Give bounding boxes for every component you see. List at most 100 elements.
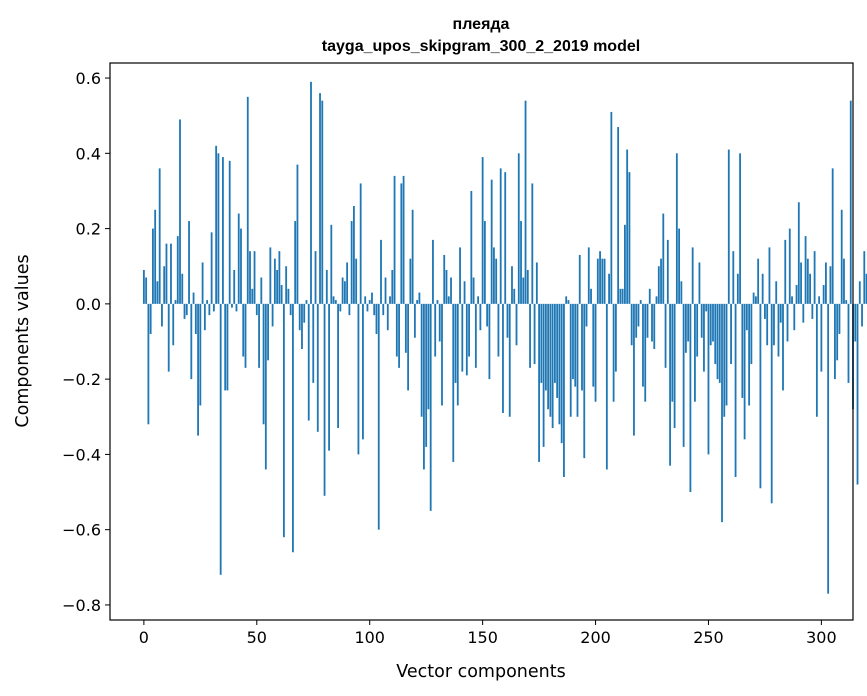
- bar: [233, 269, 236, 304]
- bar: [416, 300, 419, 304]
- bar: [348, 303, 351, 316]
- bar: [770, 303, 773, 504]
- bar: [188, 221, 190, 304]
- bar: [154, 209, 157, 304]
- bar: [675, 153, 678, 304]
- bar: [662, 213, 665, 304]
- bar: [386, 303, 389, 331]
- bar: [328, 303, 330, 451]
- bar: [574, 303, 577, 387]
- bar: [459, 247, 461, 304]
- bar: [432, 239, 434, 304]
- bar: [438, 303, 441, 342]
- bar: [298, 303, 301, 331]
- bar: [246, 96, 249, 304]
- bar: [558, 303, 561, 425]
- bar: [228, 160, 231, 304]
- bar: [843, 258, 845, 304]
- bar: [273, 258, 276, 304]
- bar: [741, 303, 744, 398]
- bar: [285, 266, 288, 304]
- bar: [149, 303, 152, 334]
- bar: [635, 303, 638, 338]
- bar: [237, 213, 240, 304]
- bar: [642, 303, 644, 387]
- bar: [441, 303, 443, 406]
- bar: [669, 303, 671, 466]
- bar: [673, 303, 676, 429]
- bar: [400, 183, 403, 304]
- bar: [463, 281, 466, 304]
- bar: [655, 296, 658, 304]
- bar: [161, 303, 163, 327]
- bar: [190, 303, 193, 380]
- bar: [262, 303, 265, 425]
- bar: [648, 288, 651, 304]
- bar: [718, 303, 721, 383]
- bar: [504, 172, 507, 304]
- bar: [477, 296, 480, 304]
- bar: [244, 303, 247, 368]
- bar: [368, 300, 371, 304]
- bar: [391, 269, 394, 304]
- bar: [163, 266, 166, 304]
- bar: [581, 303, 583, 391]
- bar: [540, 303, 543, 383]
- bar: [181, 273, 184, 304]
- bar: [628, 172, 631, 304]
- bar: [456, 303, 459, 406]
- bar: [630, 303, 633, 346]
- bar: [802, 303, 805, 323]
- bar: [289, 303, 292, 316]
- bar: [653, 303, 656, 350]
- bar: [427, 303, 430, 410]
- bar: [827, 303, 830, 594]
- bar: [249, 251, 251, 304]
- bar: [633, 303, 635, 436]
- bar: [179, 119, 181, 304]
- bar: [330, 224, 333, 304]
- bar: [806, 258, 809, 304]
- bar: [479, 303, 482, 331]
- bar: [768, 247, 771, 304]
- y-tick-label: 0.2: [76, 220, 101, 239]
- bar: [743, 303, 746, 440]
- bar: [621, 288, 624, 304]
- bar: [538, 303, 540, 462]
- bar: [748, 303, 751, 406]
- bar: [142, 269, 145, 304]
- bar: [434, 303, 437, 357]
- bar: [420, 303, 423, 417]
- bar: [535, 262, 538, 304]
- bar: [553, 303, 556, 383]
- bar: [465, 303, 468, 376]
- bar: [404, 303, 407, 353]
- bar: [526, 269, 529, 304]
- bar: [170, 243, 172, 304]
- bar: [176, 236, 179, 304]
- bar: [337, 303, 339, 429]
- bar: [258, 303, 260, 368]
- bar: [838, 303, 841, 334]
- bar: [219, 303, 222, 575]
- bar: [815, 303, 818, 417]
- bar: [547, 303, 550, 410]
- bar: [696, 303, 699, 357]
- bar: [576, 303, 579, 417]
- bar: [222, 157, 224, 304]
- bar: [709, 303, 712, 346]
- bar: [750, 303, 753, 365]
- bar: [590, 288, 592, 304]
- bar: [362, 303, 364, 440]
- bar: [610, 111, 613, 304]
- bar: [759, 303, 762, 489]
- x-tick-label: 0: [139, 628, 149, 647]
- bar: [287, 288, 290, 304]
- bar: [486, 303, 489, 327]
- y-tick-label: −0.2: [62, 370, 101, 389]
- bar: [793, 303, 796, 331]
- bar: [730, 303, 732, 365]
- bar: [644, 303, 647, 402]
- bar: [624, 224, 626, 304]
- bar: [357, 303, 360, 455]
